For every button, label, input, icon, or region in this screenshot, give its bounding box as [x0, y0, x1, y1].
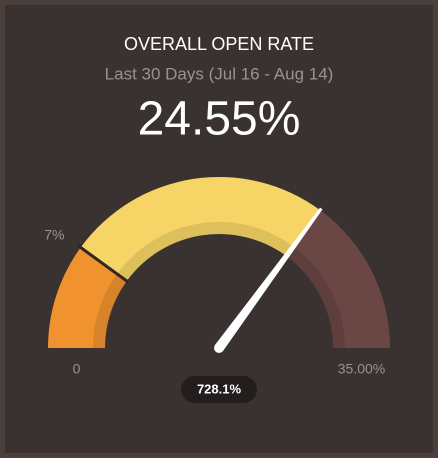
- badge: [181, 376, 257, 403]
- band-value: [80, 176, 321, 281]
- band-low: [48, 247, 127, 348]
- tick-label: 35.00%: [338, 361, 385, 377]
- badge-label: 728.1%: [197, 381, 242, 396]
- band-rest: [286, 210, 390, 348]
- title: OVERALL OPEN RATE: [124, 34, 314, 54]
- value-label: 24.55%: [138, 93, 301, 146]
- needle: [214, 207, 323, 351]
- needle-hub: [214, 343, 224, 353]
- tick-label: 0: [73, 361, 81, 377]
- subtitle: Last 30 Days (Jul 16 - Aug 14): [105, 64, 334, 83]
- threshold-line: [76, 243, 130, 284]
- threshold-label: 7%: [44, 226, 64, 242]
